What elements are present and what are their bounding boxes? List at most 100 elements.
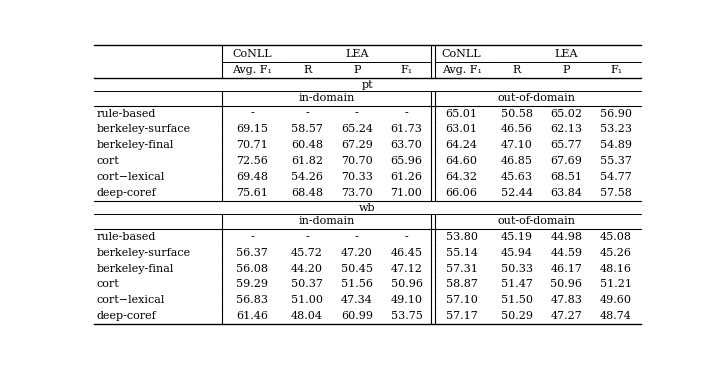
Text: 51.50: 51.50 [500,295,533,305]
Text: CoNLL: CoNLL [232,49,272,59]
Text: 63.70: 63.70 [391,141,422,150]
Text: 60.48: 60.48 [291,141,323,150]
Text: out-of-domain: out-of-domain [497,216,575,227]
Text: 45.63: 45.63 [500,172,533,182]
Text: in-domain: in-domain [298,93,355,103]
Text: 46.45: 46.45 [391,247,422,258]
Text: 51.47: 51.47 [500,280,533,290]
Text: 54.89: 54.89 [600,141,632,150]
Text: -: - [250,232,254,242]
Text: 45.94: 45.94 [500,247,533,258]
Text: deep-coref: deep-coref [96,311,156,321]
Text: 50.29: 50.29 [500,311,533,321]
Text: 47.20: 47.20 [341,247,373,258]
Text: 54.77: 54.77 [600,172,632,182]
Text: 55.37: 55.37 [600,156,632,167]
Text: Avg. F₁: Avg. F₁ [232,65,272,75]
Text: cort: cort [96,280,119,290]
Text: P: P [563,65,570,75]
Text: 66.06: 66.06 [445,188,478,198]
Text: 60.99: 60.99 [341,311,373,321]
Text: 45.72: 45.72 [291,247,323,258]
Text: 49.60: 49.60 [600,295,632,305]
Text: 50.96: 50.96 [391,280,422,290]
Text: 47.12: 47.12 [391,264,422,273]
Text: 64.24: 64.24 [445,141,478,150]
Text: LEA: LEA [554,49,578,59]
Text: 47.27: 47.27 [551,311,582,321]
Text: out-of-domain: out-of-domain [497,93,575,103]
Text: 75.61: 75.61 [236,188,268,198]
Text: 55.14: 55.14 [445,247,478,258]
Text: cort: cort [96,156,119,167]
Text: 62.13: 62.13 [550,124,582,134]
Text: 57.17: 57.17 [446,311,478,321]
Text: -: - [355,109,358,119]
Text: 61.82: 61.82 [291,156,323,167]
Text: 65.77: 65.77 [551,141,582,150]
Text: berkeley-surface: berkeley-surface [96,124,191,134]
Text: 48.04: 48.04 [291,311,323,321]
Text: 70.33: 70.33 [341,172,373,182]
Text: 71.00: 71.00 [391,188,422,198]
Text: 51.56: 51.56 [341,280,373,290]
Text: 57.10: 57.10 [445,295,478,305]
Text: 70.71: 70.71 [236,141,268,150]
Text: 63.84: 63.84 [550,188,582,198]
Text: CoNLL: CoNLL [442,49,481,59]
Text: 45.26: 45.26 [600,247,632,258]
Text: 67.69: 67.69 [551,156,582,167]
Text: 45.08: 45.08 [600,232,632,242]
Text: 54.26: 54.26 [291,172,323,182]
Text: 65.02: 65.02 [550,109,582,119]
Text: deep-coref: deep-coref [96,188,156,198]
Text: berkeley-final: berkeley-final [96,264,174,273]
Text: R: R [513,65,521,75]
Text: pt: pt [361,79,374,90]
Text: 58.87: 58.87 [445,280,478,290]
Text: 50.96: 50.96 [550,280,582,290]
Text: 64.60: 64.60 [445,156,478,167]
Text: 53.75: 53.75 [391,311,422,321]
Text: 73.70: 73.70 [341,188,373,198]
Text: 56.83: 56.83 [236,295,268,305]
Text: cort−lexical: cort−lexical [96,295,165,305]
Text: 72.56: 72.56 [236,156,268,167]
Text: 45.19: 45.19 [500,232,533,242]
Text: 48.74: 48.74 [600,311,632,321]
Text: 67.29: 67.29 [341,141,373,150]
Text: 51.21: 51.21 [600,280,632,290]
Text: LEA: LEA [345,49,369,59]
Text: Avg. F₁: Avg. F₁ [442,65,482,75]
Text: 65.01: 65.01 [445,109,478,119]
Text: -: - [404,232,409,242]
Text: 64.32: 64.32 [445,172,478,182]
Text: 44.20: 44.20 [291,264,323,273]
Text: 65.96: 65.96 [391,156,422,167]
Text: 47.34: 47.34 [341,295,373,305]
Text: 44.59: 44.59 [550,247,582,258]
Text: 59.29: 59.29 [236,280,268,290]
Text: 50.45: 50.45 [341,264,373,273]
Text: 69.48: 69.48 [236,172,268,182]
Text: P: P [353,65,361,75]
Text: 56.08: 56.08 [236,264,268,273]
Text: R: R [303,65,311,75]
Text: 50.33: 50.33 [500,264,533,273]
Text: rule-based: rule-based [96,109,156,119]
Text: 49.10: 49.10 [391,295,422,305]
Text: 53.23: 53.23 [600,124,632,134]
Text: 47.10: 47.10 [500,141,533,150]
Text: 70.70: 70.70 [341,156,373,167]
Text: 61.26: 61.26 [391,172,422,182]
Text: 57.31: 57.31 [445,264,478,273]
Text: 61.46: 61.46 [236,311,268,321]
Text: 68.48: 68.48 [291,188,323,198]
Text: -: - [250,109,254,119]
Text: 61.73: 61.73 [391,124,422,134]
Text: 56.37: 56.37 [236,247,268,258]
Text: 63.01: 63.01 [445,124,478,134]
Text: 50.37: 50.37 [291,280,323,290]
Text: 69.15: 69.15 [236,124,268,134]
Text: -: - [305,232,309,242]
